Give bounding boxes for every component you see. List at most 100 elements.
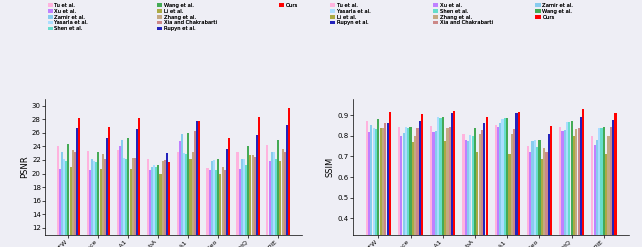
Bar — [74, 152, 76, 247]
Bar — [368, 132, 370, 247]
Bar — [386, 123, 389, 247]
Bar — [67, 144, 69, 247]
Bar — [433, 132, 435, 247]
Bar — [400, 136, 403, 247]
Bar — [209, 170, 211, 247]
Bar — [442, 117, 444, 247]
Bar — [377, 119, 379, 247]
Bar — [382, 128, 384, 247]
Bar — [580, 117, 582, 247]
Bar — [100, 169, 101, 247]
Bar — [286, 124, 288, 247]
Bar — [108, 127, 110, 247]
Bar — [407, 128, 410, 247]
Legend: Tu et al., Xu et al., Zamir et al., Yasarla et al., Shen et al.: Tu et al., Xu et al., Zamir et al., Yasa… — [48, 3, 88, 31]
Bar — [506, 118, 508, 247]
Bar — [370, 125, 372, 247]
Bar — [275, 159, 277, 247]
Bar — [403, 133, 404, 247]
Bar — [136, 129, 138, 247]
Bar — [93, 161, 95, 247]
Bar — [166, 153, 168, 247]
Bar — [467, 141, 469, 247]
Bar — [247, 146, 249, 247]
Bar — [536, 147, 538, 247]
Bar — [121, 140, 123, 247]
Bar — [164, 160, 166, 247]
Bar — [127, 138, 130, 247]
Bar — [224, 170, 226, 247]
Bar — [449, 127, 451, 247]
Bar — [446, 128, 449, 247]
Bar — [610, 127, 612, 247]
Bar — [566, 122, 568, 247]
Bar — [130, 169, 132, 247]
Bar — [607, 136, 610, 247]
Bar — [598, 128, 600, 247]
Bar — [453, 111, 455, 247]
Bar — [421, 114, 423, 247]
Bar — [252, 155, 254, 247]
Bar — [149, 170, 151, 247]
Bar — [89, 170, 91, 247]
Bar — [529, 152, 532, 247]
Bar — [254, 157, 256, 247]
Bar — [568, 123, 571, 247]
Bar — [213, 160, 215, 247]
Bar — [532, 141, 534, 247]
Y-axis label: SSIM: SSIM — [326, 157, 335, 177]
Bar — [258, 117, 260, 247]
Bar — [527, 146, 529, 247]
Bar — [191, 152, 194, 247]
Bar — [61, 152, 63, 247]
Bar — [366, 122, 368, 247]
Bar — [559, 127, 561, 247]
Bar — [78, 119, 80, 247]
Bar — [198, 121, 200, 247]
Bar — [168, 162, 170, 247]
Bar — [221, 167, 223, 247]
Bar — [106, 138, 108, 247]
Bar — [125, 159, 127, 247]
Bar — [101, 154, 104, 247]
Y-axis label: PSNR: PSNR — [20, 155, 29, 178]
Bar — [435, 131, 437, 247]
Bar — [59, 169, 61, 247]
Bar — [288, 108, 290, 247]
Bar — [550, 126, 552, 247]
Bar — [494, 125, 497, 247]
Bar — [578, 128, 580, 247]
Bar — [513, 129, 516, 247]
Bar — [501, 119, 504, 247]
Bar — [571, 122, 573, 247]
Legend: Tu et al., Yasarla et al., Li et al., Rupyn et al.: Tu et al., Yasarla et al., Li et al., Ru… — [330, 3, 370, 25]
Bar — [412, 143, 414, 247]
Bar — [444, 141, 446, 247]
Bar — [151, 167, 153, 247]
Bar — [87, 151, 89, 247]
Bar — [504, 118, 506, 247]
Bar — [469, 135, 471, 247]
Bar — [266, 145, 268, 247]
Bar — [497, 126, 499, 247]
Bar — [155, 167, 157, 247]
Bar — [612, 120, 614, 247]
Bar — [539, 140, 541, 247]
Bar — [178, 141, 180, 247]
Bar — [241, 159, 243, 247]
Bar — [123, 158, 125, 247]
Bar — [226, 149, 228, 247]
Bar — [511, 134, 513, 247]
Bar — [72, 150, 74, 247]
Legend: Wang et al., Li et al., Zhang et al., Xia and Chakrabarti, Rupyn et al.: Wang et al., Li et al., Zhang et al., Xi… — [157, 3, 216, 31]
Bar — [183, 153, 185, 247]
Legend: Zamir et al., Wang et al., Ours: Zamir et al., Wang et al., Ours — [535, 3, 573, 20]
Bar — [215, 170, 217, 247]
Bar — [593, 145, 596, 247]
Bar — [181, 134, 183, 247]
Bar — [465, 140, 467, 247]
Bar — [138, 118, 140, 247]
Bar — [132, 158, 134, 247]
Bar — [134, 158, 136, 247]
Bar — [398, 127, 400, 247]
